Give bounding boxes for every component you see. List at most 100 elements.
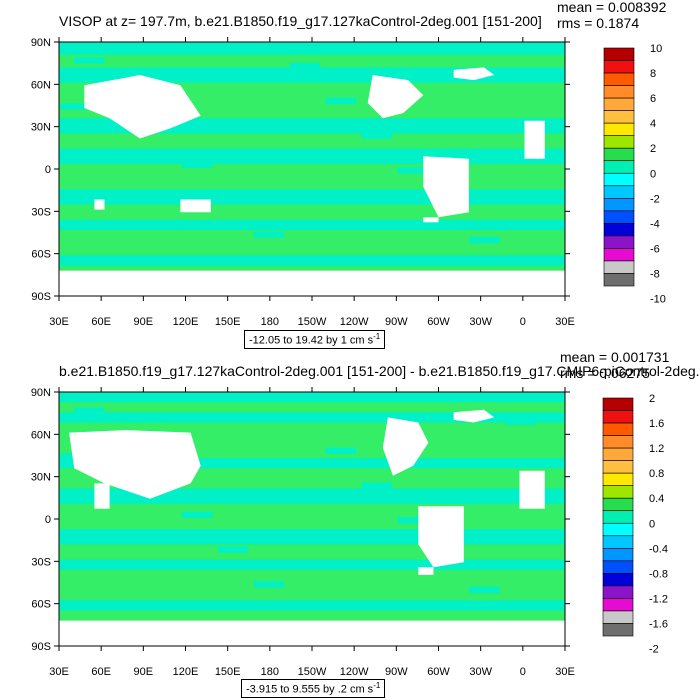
contour-band bbox=[59, 529, 565, 545]
x-tick-label: 120E bbox=[173, 316, 199, 328]
mean-stat: mean = 0.008392 bbox=[557, 0, 667, 15]
x-tick-label: 90W bbox=[385, 316, 408, 328]
colorbar-swatch bbox=[603, 147, 635, 162]
range-text: -12.05 to 19.42 by 1 cm s bbox=[249, 334, 374, 347]
x-tick-label: 60E bbox=[91, 666, 111, 678]
colorbar-label: -1.6 bbox=[649, 618, 668, 630]
y-tick-label: 30N bbox=[31, 472, 51, 484]
colorbar-label: 0 bbox=[649, 518, 655, 530]
colorbar-swatch bbox=[603, 72, 635, 86]
contour-patch bbox=[217, 546, 249, 553]
land-mask bbox=[418, 506, 464, 568]
colorbar-swatch bbox=[603, 97, 635, 111]
x-tick-label: 150E bbox=[215, 316, 241, 328]
contour-patch bbox=[181, 511, 213, 518]
land-mask bbox=[94, 483, 110, 509]
contour-patch bbox=[505, 68, 536, 75]
x-tick-label: 150W bbox=[298, 316, 327, 328]
contour-patch bbox=[361, 132, 392, 139]
panel-bottom: b.e21.B1850.f19_g17.127kaControl-2deg.00… bbox=[31, 349, 700, 678]
colorbar-label: -2 bbox=[649, 644, 659, 656]
y-tick-label: 60N bbox=[31, 79, 51, 91]
colorbar-swatch bbox=[602, 397, 634, 411]
panel-top: VISOP at z= 197.7m, b.e21.B1850.f19_g17.… bbox=[31, 0, 667, 328]
colorbar-label: 0.4 bbox=[649, 493, 664, 505]
x-tick-label: 90E bbox=[134, 666, 154, 678]
colorbar-label: 2 bbox=[650, 143, 656, 155]
x-tick-label: 60W bbox=[427, 316, 450, 328]
land-mask bbox=[59, 270, 565, 296]
x-tick-label: 150E bbox=[215, 666, 241, 678]
colorbar-swatch bbox=[603, 85, 635, 99]
colorbar-swatch bbox=[603, 60, 635, 74]
colorbar-swatch bbox=[603, 273, 635, 287]
contour-band bbox=[59, 219, 565, 230]
x-tick-label: 90W bbox=[385, 666, 408, 678]
contour-patch bbox=[253, 231, 285, 238]
contour-patch bbox=[217, 196, 249, 203]
y-tick-label: 90S bbox=[31, 641, 51, 653]
colorbar-swatch bbox=[602, 585, 634, 599]
colorbar-swatch bbox=[603, 198, 635, 212]
land-mask bbox=[524, 120, 545, 159]
land-mask bbox=[453, 409, 495, 423]
colorbar-swatch bbox=[603, 235, 635, 249]
land-mask bbox=[69, 430, 201, 499]
rms-stat: rms = 0.06275 bbox=[560, 365, 650, 381]
land-mask bbox=[59, 620, 565, 646]
colorbar-swatch bbox=[603, 260, 635, 274]
contour-patch bbox=[325, 97, 357, 104]
contour-patch bbox=[74, 57, 105, 64]
contour-band bbox=[59, 148, 565, 164]
contour-patch bbox=[469, 586, 500, 594]
colorbar-swatch bbox=[602, 598, 634, 612]
colorbar-label: -2 bbox=[650, 193, 660, 205]
colorbar-swatch bbox=[602, 435, 634, 449]
colorbar-label: 6 bbox=[650, 93, 656, 105]
colorbar-swatch bbox=[603, 47, 635, 61]
x-tick-label: 120W bbox=[340, 316, 369, 328]
x-tick-label: 0 bbox=[520, 666, 526, 678]
colorbar-label: -1.2 bbox=[649, 593, 668, 605]
contour-range-label: -3.915 to 9.555 by .2 cm s-1 bbox=[241, 679, 386, 698]
colorbar-swatch bbox=[602, 573, 634, 587]
colorbar-swatch bbox=[603, 210, 635, 224]
contour-patch bbox=[253, 581, 285, 588]
map-area bbox=[58, 41, 566, 297]
colorbar-label: -0.4 bbox=[649, 543, 668, 555]
y-tick-label: 90N bbox=[31, 387, 51, 399]
rms-stat: rms = 0.1874 bbox=[557, 15, 639, 31]
y-tick-label: 30S bbox=[31, 206, 51, 218]
colorbar-swatch bbox=[602, 447, 634, 461]
land-mask bbox=[423, 217, 439, 223]
y-tick-label: 30S bbox=[31, 556, 51, 568]
colorbar-swatch bbox=[603, 248, 635, 262]
contour-band bbox=[59, 255, 565, 266]
colorbar-swatch bbox=[602, 560, 634, 574]
colorbar-swatch bbox=[602, 610, 634, 624]
y-tick-label: 60S bbox=[31, 599, 51, 611]
y-tick-label: 90S bbox=[31, 291, 51, 303]
colorbar-swatch bbox=[602, 485, 634, 499]
colorbar-swatch bbox=[603, 110, 635, 124]
land-mask bbox=[382, 417, 429, 476]
contour-patch bbox=[181, 161, 213, 168]
colorbar-label: 1.2 bbox=[649, 443, 664, 455]
contour-patch bbox=[325, 447, 357, 454]
colorbar-swatch bbox=[602, 623, 634, 637]
colorbar-label: -8 bbox=[650, 268, 660, 280]
colorbar-swatch bbox=[602, 497, 634, 512]
x-tick-label: 30E bbox=[555, 316, 575, 328]
y-tick-label: 90N bbox=[31, 37, 51, 49]
x-tick-label: 60E bbox=[91, 316, 111, 328]
colorbar-swatch bbox=[603, 160, 635, 174]
land-mask bbox=[180, 199, 211, 213]
land-mask bbox=[418, 567, 434, 575]
contour-patch bbox=[74, 407, 105, 414]
x-tick-label: 30W bbox=[469, 666, 492, 678]
colorbar-label: 4 bbox=[650, 118, 656, 130]
x-tick-label: 90E bbox=[134, 316, 154, 328]
colorbar-label: 8 bbox=[650, 68, 656, 80]
contour-patch bbox=[289, 412, 321, 420]
x-tick-label: 180 bbox=[261, 316, 279, 328]
